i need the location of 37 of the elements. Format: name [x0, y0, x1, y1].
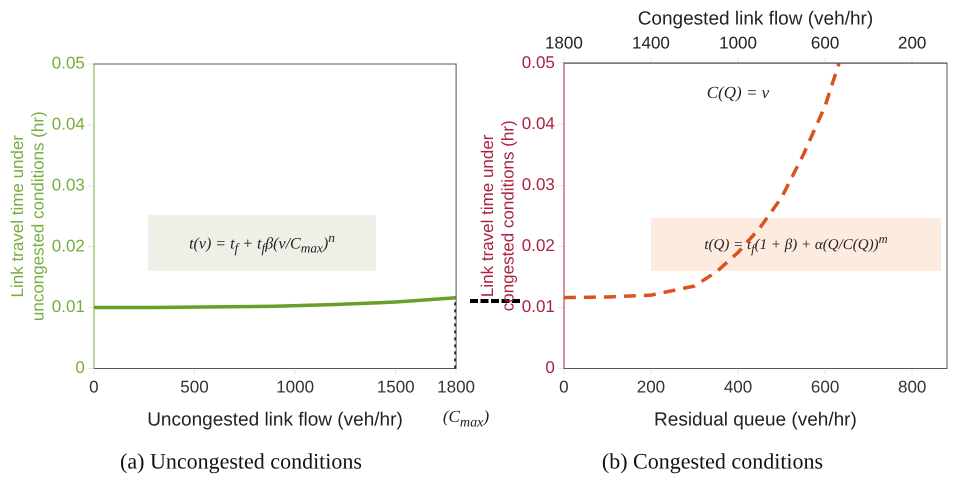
- y-axis-title: Link travel time under uncongested conditions (hr): [8, 111, 48, 322]
- x-tick-label: 0: [559, 377, 569, 396]
- annotation: C(Q) = v: [706, 83, 770, 102]
- y-tick-label: 0.03: [522, 174, 555, 194]
- x2-tick-label: 1400: [632, 34, 670, 53]
- x-tick-label: 0: [89, 377, 99, 396]
- x-tick-label: 500: [180, 377, 209, 396]
- annotation: t(v) = t$_{f}$ + t$_{f}$β(v/C$_{max}$)$^{n}$: [189, 230, 335, 256]
- x-tick-label: 1000: [276, 377, 314, 396]
- x-axis-title: Uncongested link flow (veh/hr): [147, 409, 403, 430]
- y-tick-label: 0.02: [52, 236, 85, 256]
- x-tick-label: 1800: [437, 377, 476, 396]
- x-tick-label: 800: [898, 377, 926, 396]
- x2-tick-label: 1800: [544, 34, 583, 53]
- y-tick-label: 0.05: [522, 52, 555, 72]
- x-tick-label: 600: [810, 377, 840, 396]
- x-tick-label: 200: [636, 377, 666, 396]
- x2-axis-title: Congested link flow (veh/hr): [638, 8, 874, 30]
- y-tick-label: 0.05: [52, 54, 85, 73]
- text: (b) Congested conditions: [602, 448, 824, 474]
- y-tick-label: 0.01: [52, 297, 85, 316]
- x-tick-label: 400: [724, 377, 752, 396]
- y-tick-label: 0.03: [52, 175, 85, 194]
- y-tick-label: 0.02: [522, 236, 555, 256]
- x-tick-label: 1500: [376, 377, 415, 396]
- y-axis-title: Link travel time under congested conditions (hr): [478, 120, 518, 312]
- x2-tick-label: 1000: [719, 34, 757, 53]
- x-axis-title: Residual queue (veh/hr): [654, 409, 857, 430]
- y-tick-label: 0.01: [522, 297, 555, 316]
- x2-tick-label: 600: [810, 34, 840, 53]
- y-tick-label: 0: [545, 358, 555, 378]
- x2-tick-label: 200: [898, 34, 926, 53]
- text: (a) Uncongested conditions: [120, 448, 362, 474]
- text: (C$_{max}$): [442, 406, 490, 430]
- y-tick-label: 0: [75, 358, 85, 378]
- y-tick-label: 0.04: [522, 114, 555, 133]
- y-tick-label: 0.04: [52, 114, 85, 134]
